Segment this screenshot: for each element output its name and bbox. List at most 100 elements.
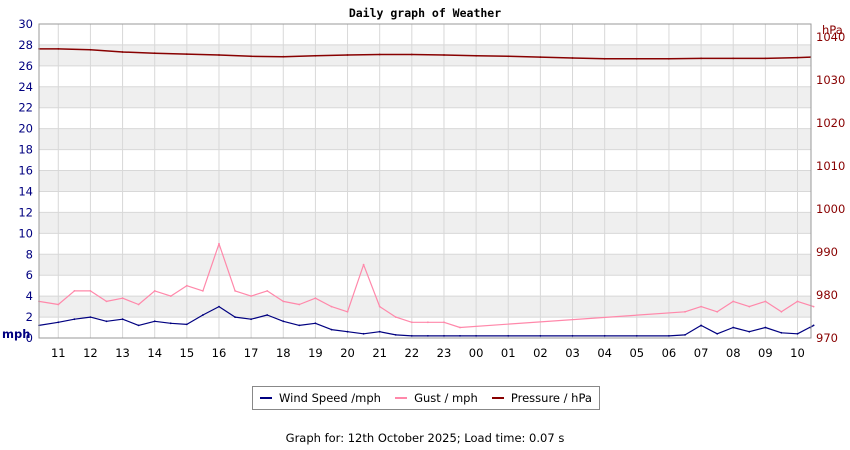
data-point-wind-speed bbox=[459, 335, 461, 337]
data-point-gust bbox=[137, 303, 140, 306]
data-point-pressure bbox=[668, 57, 670, 60]
data-point-gust bbox=[700, 305, 702, 308]
data-point-pressure bbox=[346, 54, 349, 56]
left-tick-label: 6 bbox=[26, 268, 33, 282]
grid-band bbox=[39, 86, 811, 108]
data-point-pressure bbox=[410, 53, 413, 56]
left-tick-label: 20 bbox=[18, 122, 33, 136]
data-point-gust bbox=[684, 310, 686, 313]
right-tick-label: 980 bbox=[816, 288, 838, 302]
right-tick-label: 1030 bbox=[816, 73, 845, 87]
series-gust-line bbox=[38, 243, 814, 329]
data-point-pressure bbox=[57, 48, 60, 50]
data-point-gust bbox=[459, 326, 461, 329]
data-point-gust bbox=[185, 284, 188, 287]
x-tick-label: 14 bbox=[147, 346, 162, 360]
legend-item-gust: Gust / mph bbox=[395, 391, 478, 405]
x-tick-label: 00 bbox=[469, 346, 484, 360]
x-tick-label: 23 bbox=[437, 346, 452, 360]
footer-status: Graph for: 12th October 2025; Load time:… bbox=[285, 431, 565, 445]
data-point-wind-speed bbox=[780, 331, 783, 334]
data-point-wind-speed bbox=[137, 324, 140, 327]
data-point-gust bbox=[282, 300, 285, 303]
x-tick-label: 04 bbox=[597, 346, 612, 360]
data-point-wind-speed bbox=[282, 320, 285, 323]
right-axis-ticks: 970 980 990 1000 1010 1020 1030 1040 bbox=[816, 30, 845, 345]
data-point-gust bbox=[105, 300, 108, 303]
data-point-wind-speed bbox=[410, 335, 413, 337]
data-point-wind-speed bbox=[716, 332, 719, 335]
data-point-pressure bbox=[732, 57, 735, 60]
data-point-gust bbox=[314, 297, 317, 300]
data-point-wind-speed bbox=[796, 332, 799, 335]
left-tick-label: 14 bbox=[18, 184, 33, 198]
data-point-wind-speed bbox=[250, 318, 253, 321]
right-tick-label: 970 bbox=[816, 331, 838, 345]
data-point-wind-speed bbox=[507, 335, 510, 337]
x-axis-ticks: 11 12 13 14 15 16 17 18 19 20 21 22 23 00 01 02 03 04 05 06… bbox=[51, 346, 805, 360]
vertical-gridlines bbox=[57, 24, 799, 338]
data-point-gust bbox=[73, 290, 76, 292]
data-point-pressure bbox=[89, 48, 92, 51]
data-point-pressure bbox=[507, 55, 510, 58]
data-point-gust bbox=[153, 290, 156, 292]
x-tick-label: 09 bbox=[758, 346, 773, 360]
data-point-pressure bbox=[475, 54, 477, 57]
data-point-wind-speed bbox=[475, 335, 477, 337]
x-tick-label: 11 bbox=[51, 346, 66, 360]
left-tick-label: 12 bbox=[18, 205, 33, 219]
data-point-wind-speed bbox=[635, 335, 638, 337]
x-tick-label: 02 bbox=[533, 346, 548, 360]
data-point-wind-speed bbox=[394, 334, 397, 336]
left-tick-label: 2 bbox=[26, 310, 33, 324]
data-point-gust bbox=[169, 295, 172, 297]
left-tick-label: 28 bbox=[18, 38, 33, 52]
data-point-pressure bbox=[218, 54, 220, 56]
x-tick-label: 07 bbox=[694, 346, 709, 360]
left-tick-label: 0 bbox=[26, 331, 33, 345]
left-tick-label: 4 bbox=[26, 289, 33, 303]
data-point-gust bbox=[732, 300, 735, 303]
x-tick-label: 05 bbox=[629, 346, 644, 360]
left-tick-label: 24 bbox=[18, 80, 33, 94]
x-tick-label: 18 bbox=[276, 346, 291, 360]
series-wind-speed-line bbox=[38, 306, 815, 337]
data-point-gust bbox=[234, 290, 237, 292]
data-point-wind-speed bbox=[378, 330, 381, 333]
right-axis-unit: hPa bbox=[822, 23, 843, 37]
x-tick-label: 17 bbox=[244, 346, 259, 360]
right-tick-label: 1000 bbox=[816, 202, 845, 216]
data-point-wind-speed bbox=[748, 330, 751, 333]
legend-item-pressure: Pressure / hPa bbox=[491, 391, 592, 405]
data-point-wind-speed bbox=[443, 335, 445, 337]
data-point-wind-speed bbox=[362, 332, 365, 335]
series-layer bbox=[38, 48, 815, 337]
x-tick-label: 15 bbox=[180, 346, 195, 360]
data-point-wind-speed bbox=[684, 334, 686, 336]
series-pressure-line bbox=[39, 48, 811, 60]
data-point-wind-speed bbox=[603, 335, 606, 337]
right-tick-label: 1020 bbox=[816, 116, 845, 130]
data-point-wind-speed bbox=[764, 326, 767, 329]
data-point-wind-speed bbox=[330, 328, 333, 331]
x-tick-label: 01 bbox=[501, 346, 516, 360]
data-point-pressure bbox=[539, 56, 542, 58]
x-tick-label: 06 bbox=[662, 346, 677, 360]
data-point-gust bbox=[764, 300, 767, 303]
data-point-gust bbox=[716, 310, 719, 313]
x-tick-label: 20 bbox=[340, 346, 355, 360]
data-point-gust bbox=[410, 321, 413, 324]
data-point-pressure bbox=[700, 57, 702, 60]
left-tick-label: 26 bbox=[18, 59, 33, 73]
data-point-wind-speed bbox=[539, 335, 542, 337]
x-tick-label: 22 bbox=[405, 346, 420, 360]
data-point-pressure bbox=[185, 53, 188, 55]
data-point-gust bbox=[812, 305, 815, 308]
data-point-wind-speed bbox=[89, 316, 92, 318]
left-tick-label: 16 bbox=[18, 164, 33, 178]
data-point-wind-speed bbox=[105, 320, 108, 323]
data-point-gust bbox=[89, 290, 92, 292]
x-tick-label: 10 bbox=[790, 346, 805, 360]
data-point-wind-speed bbox=[185, 323, 188, 326]
